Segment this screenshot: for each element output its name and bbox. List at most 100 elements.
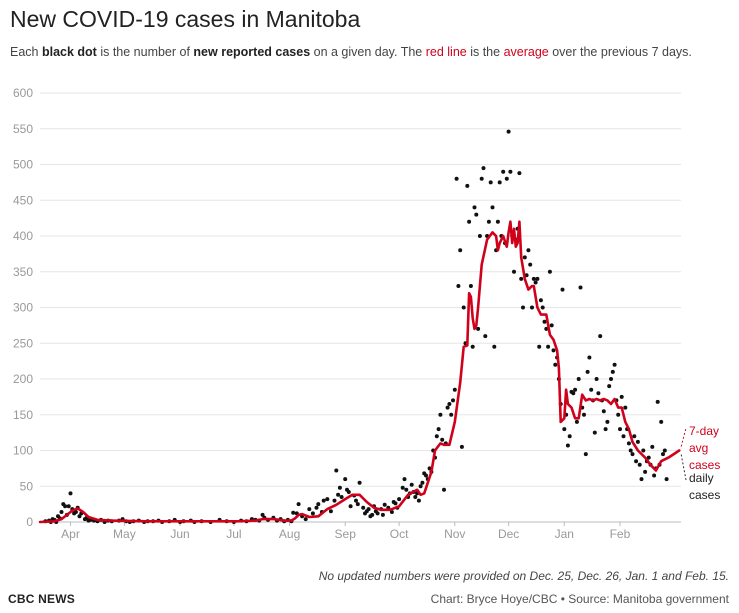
daily-case-dot [454, 176, 459, 181]
daily-case-dot [639, 477, 644, 482]
daily-case-dot [544, 326, 549, 331]
daily-case-dot [551, 348, 556, 353]
x-tick-label: May [113, 527, 136, 541]
daily-case-dot [662, 448, 667, 453]
daily-case-dot [621, 434, 626, 439]
x-tick-label: Apr [61, 527, 80, 541]
daily-case-dot [535, 276, 540, 281]
daily-case-dot [416, 498, 421, 503]
daily-case-dot [610, 369, 615, 374]
chart-subtitle: Each black dot is the number of new repo… [10, 45, 692, 59]
source-credit: Chart: Bryce Hoye/CBC • Source: Manitoba… [430, 592, 729, 606]
daily-case-dot [531, 276, 536, 281]
daily-case-dot [459, 444, 464, 449]
daily-case-dot [361, 505, 366, 510]
footnote: No updated numbers were provided on Dec.… [318, 569, 729, 583]
x-tick-label: Sep [335, 527, 357, 541]
daily-case-dot [488, 180, 493, 185]
daily-case-dot [490, 205, 495, 210]
avg-annotation-label: avg [689, 441, 708, 455]
daily-case-dot [571, 391, 576, 396]
x-tick-label: Feb [610, 527, 631, 541]
daily-case-dot [574, 419, 579, 424]
daily-case-dot [334, 468, 339, 473]
daily-case-dot [366, 507, 371, 512]
y-tick-label: 350 [13, 265, 33, 279]
daily-case-dot [393, 501, 398, 506]
daily-case-dot [400, 485, 405, 490]
daily-case-dot [456, 284, 461, 288]
subtitle-black-dot: black dot [41, 45, 97, 59]
subtitle-text: Each [10, 45, 42, 59]
y-tick-label: 200 [13, 372, 33, 386]
daily-case-dot [553, 362, 558, 367]
daily-case-dot [68, 491, 73, 496]
daily-case-dot [589, 387, 594, 392]
daily-case-dot [418, 484, 423, 489]
x-tick-label: Dec [498, 527, 519, 541]
daily-case-dot [346, 490, 351, 494]
avg-annotation-label: 7-day [689, 424, 719, 438]
avg-line [38, 220, 681, 524]
daily-case-dot [587, 355, 592, 360]
daily-case-dot [607, 384, 612, 389]
daily-case-dot [560, 287, 565, 292]
daily-case-dot [655, 399, 660, 404]
daily-case-dot [603, 427, 608, 432]
daily-case-dot [626, 441, 631, 446]
daily-case-dot [540, 305, 545, 310]
daily-case-dot [486, 219, 491, 224]
y-tick-label: 300 [13, 301, 33, 315]
daily-case-dot [291, 510, 296, 515]
daily-case-dot [409, 482, 414, 487]
subtitle-text: is the number of [96, 45, 194, 59]
daily-case-dot [643, 469, 648, 474]
daily-case-dot [618, 427, 622, 432]
daily-case-dot [605, 419, 610, 424]
daily-case-dot [479, 176, 484, 181]
daily-case-dot [546, 344, 551, 349]
daily-case-dot [66, 504, 71, 509]
y-tick-label: 250 [13, 336, 33, 350]
daily-case-dot [528, 262, 533, 267]
daily-case-dot [402, 477, 407, 482]
daily-case-dot [549, 323, 554, 328]
subtitle-text: on a given day. The [310, 45, 426, 59]
daily-case-dot [472, 205, 477, 210]
x-tick-label: Jul [226, 527, 241, 541]
daily-case-dot [436, 427, 441, 432]
daily-case-dot [449, 412, 454, 417]
daily-case-dot [661, 452, 665, 457]
chart-title: New COVID-19 cases in Manitoba [10, 6, 361, 32]
subtitle-text: over the previous 7 days. [548, 45, 692, 59]
daily-case-dot [442, 487, 446, 492]
daily-case-dot [424, 473, 428, 478]
daily-case-dot [583, 452, 588, 457]
cbc-news-logo: CBC NEWS [8, 592, 75, 606]
daily-case-dot [354, 498, 358, 503]
daily-case-dot [375, 511, 380, 516]
daily-case-dot [420, 480, 425, 485]
daily-case-dot [547, 269, 552, 274]
daily-case-dot [596, 391, 601, 396]
daily-case-dot [477, 234, 482, 238]
daily-case-dot [397, 497, 402, 502]
daily-case-dot [63, 504, 68, 509]
daily-annotation-leader [680, 454, 687, 481]
daily-case-dot [355, 502, 360, 507]
daily-case-dot [609, 377, 613, 381]
chart-svg: 0 50 100 150 200 250 300 350 400 450 500 550 600 Apr M… [13, 86, 720, 541]
daily-case-dot [382, 502, 387, 507]
daily-case-dot [316, 502, 321, 507]
daily-case-dot [336, 492, 341, 497]
daily-case-dot [404, 487, 409, 492]
daily-case-dot [567, 434, 572, 439]
daily-case-dot [512, 269, 516, 274]
daily-case-dot [314, 505, 319, 510]
daily-case-dot [339, 495, 344, 499]
daily-case-dot [321, 498, 326, 503]
daily-case-dot [616, 412, 621, 417]
daily-case-dot [576, 377, 581, 381]
daily-case-dot [303, 517, 308, 522]
x-tick-label: Nov [444, 527, 465, 541]
